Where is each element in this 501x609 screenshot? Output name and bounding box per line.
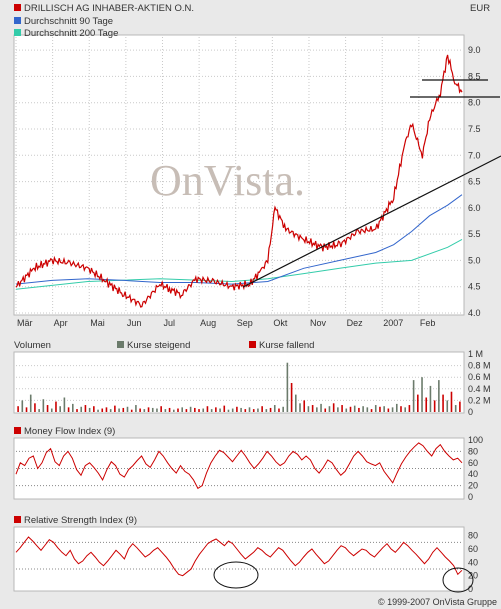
oscillator-y-tick-label: 100	[468, 435, 483, 445]
volume-y-tick-label: 0	[468, 407, 473, 417]
price-y-tick-label: 6.5	[468, 177, 481, 187]
price-y-tick-label: 7.0	[468, 150, 481, 160]
volume-title: Volumen	[14, 340, 51, 351]
price-x-tick-label: Okt	[273, 318, 288, 328]
mfi-title: Money Flow Index (9)	[24, 426, 115, 437]
price-x-axis: Mär Apr Mai Jun Jul Aug Sep Okt Nov Dez 2007 Feb	[17, 318, 435, 328]
price-x-tick-label: 2007	[383, 318, 403, 328]
legend-swatch-rsi	[14, 516, 21, 523]
legend-label-down: Kurse fallend	[259, 340, 314, 351]
price-x-tick-label: Apr	[54, 318, 68, 328]
price-x-tick-label: Sep	[237, 318, 253, 328]
price-y-tick-label: 7.5	[468, 124, 481, 134]
volume-y-axis: 1 M 0.8 M0.6 M 0.4 M0.2 M 0	[468, 349, 491, 417]
volume-y-tick-label: 0.4 M	[468, 384, 491, 394]
price-grid	[15, 37, 462, 314]
price-x-tick-label: Mär	[17, 318, 33, 328]
price-x-tick-label: Feb	[420, 318, 436, 328]
oscillator-y-tick-label: 60	[468, 544, 478, 554]
rsi-series	[15, 536, 463, 577]
oscillator-y-tick-label: 60	[468, 458, 478, 468]
price-y-tick-label: 6.0	[468, 203, 481, 213]
price-series	[15, 54, 463, 308]
oscillator-line	[15, 536, 463, 577]
price-x-tick-label: Dez	[347, 318, 364, 328]
price-y-tick-label: 5.5	[468, 229, 481, 239]
rsi-title: Relative Strength Index (9)	[24, 515, 137, 526]
legend-label-up: Kurse steigend	[127, 340, 190, 351]
onvista-watermark: OnVista.	[150, 156, 305, 205]
volume-y-tick-label: 0.8 M	[468, 361, 491, 371]
price-y-tick-label: 8.0	[468, 98, 481, 108]
oscillator-y-tick-label: 0	[468, 492, 473, 502]
rsi-y-axis: 80 60 40 20 0	[468, 531, 478, 594]
price-y-tick-label: 4.0	[468, 308, 481, 318]
price-y-tick-label: 8.5	[468, 71, 481, 81]
rsi-panel	[13, 526, 465, 592]
legend-swatch-down	[249, 341, 256, 348]
price-x-tick-label: Jun	[127, 318, 142, 328]
volume-panel	[13, 351, 465, 414]
price-x-tick-label: Aug	[200, 318, 216, 328]
oscillator-line	[15, 442, 463, 490]
rsi-oversold-circle-right	[442, 567, 474, 593]
price-line-ma200	[15, 238, 463, 290]
oscillator-y-tick-label: 0	[468, 584, 473, 594]
rsi-grid	[16, 541, 462, 570]
legend-swatch-ma200	[14, 29, 21, 36]
price-x-tick-label: Mai	[90, 318, 105, 328]
volume-grid	[16, 365, 462, 401]
price-x-tick-label: Nov	[310, 318, 327, 328]
volume-y-tick-label: 1 M	[468, 349, 483, 359]
price-line-ma90	[15, 194, 463, 285]
oscillator-y-tick-label: 20	[468, 571, 478, 581]
rsi-oversold-circle-left	[213, 561, 259, 589]
oscillator-y-tick-label: 40	[468, 469, 478, 479]
support-trendline	[242, 155, 501, 288]
legend-label-ma90: Durchschnitt 90 Tage	[24, 16, 113, 27]
legend-label-ma200: Durchschnitt 200 Tage	[24, 28, 118, 39]
price-x-tick-label: Jul	[163, 318, 175, 328]
price-y-axis: 9.0 8.5 8.0 7.5 7.0 6.5 6.0 5.5 5.0 4.5 4.0	[468, 45, 481, 318]
price-y-tick-label: 4.5	[468, 282, 481, 292]
price-legend: DRILLISCH AG INHABER-AKTIEN O.N. Durchsc…	[14, 3, 194, 39]
volume-bars	[17, 362, 461, 412]
mfi-grid	[16, 450, 462, 487]
currency-label: EUR	[470, 3, 490, 14]
oscillator-y-tick-label: 40	[468, 557, 478, 567]
legend-swatch-mfi	[14, 427, 21, 434]
oscillator-y-tick-label: 80	[468, 446, 478, 456]
mfi-series	[15, 442, 463, 490]
price-y-tick-label: 9.0	[468, 45, 481, 55]
volume-y-tick-label: 0.2 M	[468, 395, 491, 405]
oscillator-y-tick-label: 20	[468, 481, 478, 491]
price-chart-title: DRILLISCH AG INHABER-AKTIEN O.N.	[24, 3, 194, 14]
volume-y-tick-label: 0.6 M	[468, 372, 491, 382]
legend-swatch-price	[14, 4, 21, 11]
volume-legend: Volumen Kurse steigend Kurse fallend	[14, 340, 314, 351]
price-trendlines	[242, 79, 501, 288]
copyright-footer: © 1999-2007 OnVista Gruppe	[378, 597, 497, 607]
legend-swatch-ma90	[14, 17, 21, 24]
oscillator-y-tick-label: 80	[468, 531, 478, 541]
price-line-drillisch	[15, 54, 463, 308]
legend-swatch-up	[117, 341, 124, 348]
price-y-tick-label: 5.0	[468, 255, 481, 265]
